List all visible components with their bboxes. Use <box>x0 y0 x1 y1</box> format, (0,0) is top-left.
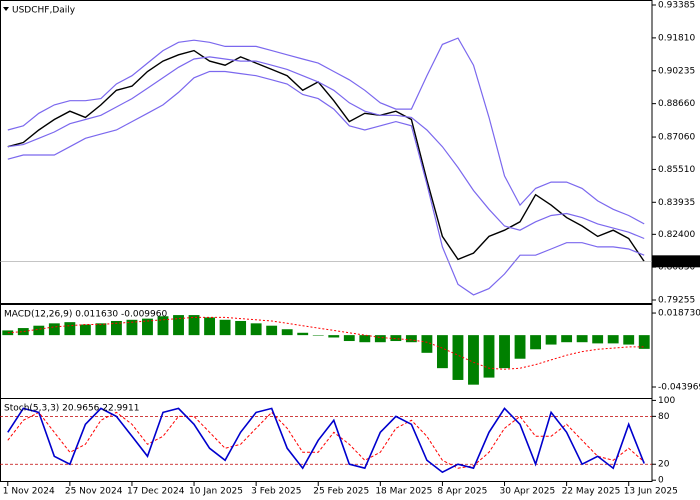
y-tick-label: 0.85510 <box>658 165 695 175</box>
y-tick-label: 0 <box>658 476 664 486</box>
y-tick-label: 0.80830 <box>658 263 695 273</box>
macd-bar <box>2 330 14 336</box>
x-tick-label: 8 Apr 2025 <box>437 487 487 497</box>
x-tick-label: 3 Feb 2025 <box>251 487 301 497</box>
series-line <box>7 37 645 225</box>
macd-bar <box>592 335 604 344</box>
y-tick-label: 80 <box>658 412 670 422</box>
y-tick-label: 100 <box>658 396 675 406</box>
macd-bar <box>235 320 247 336</box>
y-tick-label: -0.043969 <box>658 382 700 392</box>
panel-title: Stoch(5,3,3) 20.9656 22.9911 <box>4 404 139 414</box>
macd-bar <box>390 335 402 342</box>
macd-bar <box>48 323 60 336</box>
macd-bar <box>343 335 355 342</box>
macd-bar <box>405 335 417 343</box>
current-price-label: 0.81107 <box>656 257 693 267</box>
macd-bar <box>530 335 542 350</box>
macd-bar <box>623 335 635 345</box>
y-tick-label: 0.82400 <box>658 230 695 240</box>
macd-bar <box>250 323 262 336</box>
macd-bar <box>374 335 386 343</box>
macd-bar <box>157 316 169 336</box>
y-tick-label: 0.91810 <box>658 33 695 43</box>
macd-bar <box>421 335 433 353</box>
macd-bar <box>328 335 340 338</box>
macd-bar <box>33 325 45 336</box>
series-line <box>7 407 645 474</box>
macd-bar <box>188 315 200 336</box>
panel-title: USDCHF,Daily <box>12 6 76 16</box>
macd-bar <box>499 335 510 369</box>
x-tick-label: 10 Jan 2025 <box>189 487 243 497</box>
macd-bar <box>126 319 138 336</box>
macd-bar <box>468 335 479 385</box>
x-tick-label: 30 Apr 2025 <box>500 487 556 497</box>
y-tick-label: 0.83935 <box>658 198 695 208</box>
macd-bar <box>204 317 216 336</box>
macd-bar <box>79 324 91 336</box>
macd-bar <box>281 329 293 336</box>
macd-bar <box>297 332 309 336</box>
x-tick-label: 1 Nov 2024 <box>3 487 55 497</box>
series-line <box>7 70 645 296</box>
macd-bar <box>266 325 278 336</box>
x-tick-label: 25 Feb 2025 <box>313 487 369 497</box>
macd-bar <box>483 335 495 378</box>
macd-bar <box>64 322 76 336</box>
macd-bar <box>95 323 107 336</box>
y-tick-label: 0.018730 <box>658 309 700 319</box>
macd-bar <box>561 335 573 343</box>
macd-bar <box>142 318 153 336</box>
series-line <box>7 411 645 469</box>
y-tick-label: 0.87060 <box>658 133 695 143</box>
series-line <box>7 49 645 262</box>
macd-bar <box>514 335 526 359</box>
x-tick-label: 22 May 2025 <box>562 487 621 497</box>
macd-bar <box>312 335 324 336</box>
macd-bar <box>359 335 371 343</box>
macd-bar <box>436 335 448 369</box>
macd-bar <box>173 315 184 336</box>
panel-title: MACD(12,26,9) 0.011630 -0.009960 <box>4 310 167 320</box>
macd-bar <box>545 335 557 345</box>
macd-bar <box>219 319 231 336</box>
y-tick-label: 0.90235 <box>658 66 695 76</box>
macd-bar <box>638 335 650 349</box>
macd-bar <box>607 335 619 344</box>
macd-bar <box>576 335 588 343</box>
title-icon <box>3 7 9 11</box>
panel-frame <box>0 0 653 304</box>
macd-bar <box>110 320 122 336</box>
y-tick-label: 0.88660 <box>658 99 695 109</box>
x-tick-label: 13 Jun 2025 <box>624 487 678 497</box>
macd-bar <box>17 328 29 336</box>
y-tick-label: 0.93385 <box>658 1 695 11</box>
series-line <box>7 56 645 240</box>
x-tick-label: 17 Dec 2024 <box>127 487 185 497</box>
panel-frame <box>0 398 653 482</box>
y-tick-label: 20 <box>658 460 670 470</box>
macd-bar <box>452 335 464 380</box>
x-tick-label: 18 Mar 2025 <box>375 487 432 497</box>
y-tick-label: 0.79255 <box>658 295 695 305</box>
x-tick-label: 25 Nov 2024 <box>65 487 123 497</box>
current-price-box <box>652 255 700 268</box>
